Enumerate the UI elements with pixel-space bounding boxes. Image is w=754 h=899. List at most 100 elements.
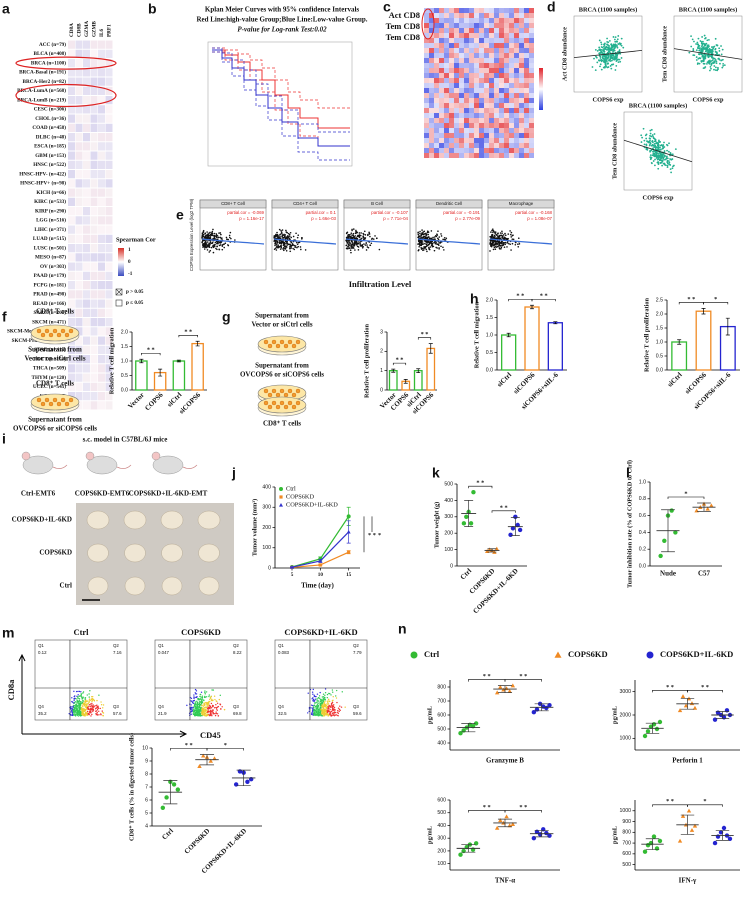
heat-cell — [76, 133, 83, 141]
dot — [495, 246, 497, 248]
heat-cell — [469, 83, 474, 88]
bar — [427, 348, 435, 390]
heat-cell — [424, 98, 429, 103]
dot — [721, 67, 723, 69]
panel-letter: d — [547, 0, 556, 15]
row-label: MESO (n=87) — [35, 254, 66, 261]
dot — [599, 65, 601, 67]
diagram-text: Supernatant from — [255, 362, 309, 370]
event — [324, 702, 325, 703]
dot — [619, 49, 621, 51]
event — [88, 701, 89, 702]
dot — [517, 243, 519, 245]
heat-cell — [519, 33, 524, 38]
heat-cell — [494, 33, 499, 38]
dot — [664, 150, 666, 152]
color-bar — [118, 248, 124, 276]
heat-cell — [106, 133, 113, 141]
dot — [204, 243, 206, 245]
heat-cell — [514, 98, 519, 103]
heat-cell — [484, 133, 489, 138]
event — [77, 694, 78, 695]
row-label: HNSC-HPV- (n=422) — [19, 170, 66, 177]
row-label: PAAD (n=179) — [34, 272, 67, 279]
dot — [714, 62, 716, 64]
y-tick-label: 2.0 — [486, 297, 493, 303]
heat-cell — [98, 41, 105, 49]
heat-cell — [76, 309, 83, 317]
dot — [606, 56, 608, 58]
heat-cell — [484, 123, 489, 128]
dot — [503, 234, 505, 236]
event — [204, 710, 205, 711]
color-bar — [539, 68, 543, 110]
dot — [349, 234, 351, 236]
heat-cell — [444, 43, 449, 48]
diagram-text: Vector or siCtrl cells — [251, 321, 312, 329]
dot — [360, 232, 362, 234]
dot — [226, 237, 228, 239]
event — [75, 711, 76, 712]
cell — [276, 393, 280, 397]
dot — [600, 51, 602, 53]
heat-cell — [519, 93, 524, 98]
heat-cell — [464, 73, 469, 78]
cell — [288, 389, 292, 393]
event — [75, 701, 76, 702]
event — [209, 694, 210, 695]
heat-cell — [454, 8, 459, 13]
sig-label: * — [224, 742, 227, 749]
heat-cell — [454, 23, 459, 28]
y-tick-label: 700 — [622, 840, 631, 846]
dot — [667, 166, 669, 168]
dot — [505, 242, 507, 244]
heat-cell — [91, 198, 98, 206]
bar — [136, 361, 147, 390]
heat-cell — [91, 115, 98, 123]
dot — [280, 230, 282, 232]
heat-cell — [514, 128, 519, 133]
event — [90, 715, 91, 716]
heat-cell — [91, 161, 98, 169]
heat-cell — [494, 18, 499, 23]
row-label: Tem CD8 — [386, 32, 420, 42]
event — [81, 709, 82, 710]
dot — [501, 247, 503, 249]
y-tick-label: 1 — [380, 368, 383, 374]
heat-cell — [91, 50, 98, 58]
heat-cell — [524, 128, 529, 133]
dot — [506, 246, 508, 248]
dot — [368, 247, 370, 249]
row-label: KIRP (n=290) — [35, 207, 66, 214]
x-axis-label: Infiltration Level — [349, 279, 412, 289]
dot — [425, 235, 427, 237]
y-axis-label: COPS6 Expression Level (log2 TPM) — [189, 198, 194, 271]
heat-cell — [434, 148, 439, 153]
heat-cell — [76, 161, 83, 169]
event — [200, 715, 201, 716]
dot — [708, 39, 710, 41]
cell — [264, 401, 268, 405]
dot — [218, 237, 220, 239]
dot — [657, 162, 659, 164]
heat-cell — [489, 123, 494, 128]
event — [327, 713, 328, 714]
dot — [497, 232, 499, 234]
event — [98, 711, 99, 712]
dot — [371, 242, 373, 244]
event — [196, 704, 197, 705]
heat-cell — [469, 13, 474, 18]
marker — [469, 521, 473, 525]
heat-cell — [509, 83, 514, 88]
event — [197, 714, 198, 715]
heat-cell — [484, 83, 489, 88]
row-label: LUSC (n=501) — [34, 244, 66, 251]
dot — [665, 164, 667, 166]
x-tick-label: 15 — [346, 572, 352, 578]
dot — [297, 237, 299, 239]
heat-cell — [514, 43, 519, 48]
dot — [229, 237, 231, 239]
heat-cell — [519, 63, 524, 68]
heat-cell — [429, 58, 434, 63]
event — [319, 698, 320, 699]
